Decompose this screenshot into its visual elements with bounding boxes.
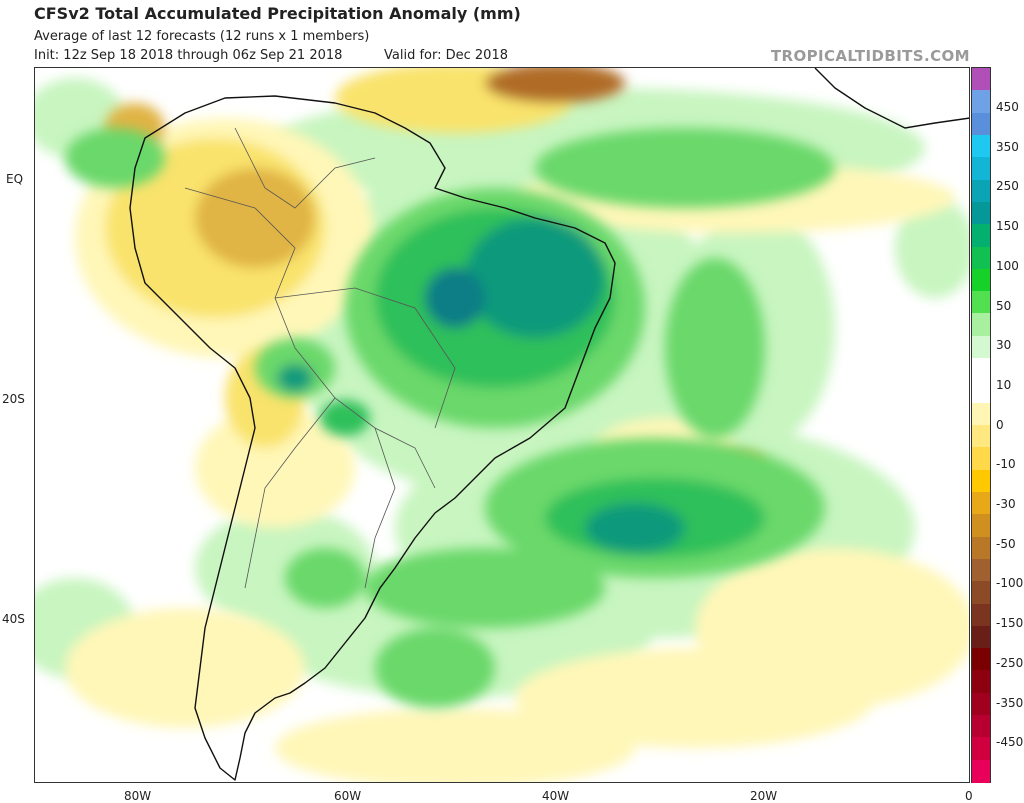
colorbar-label: 350 — [996, 139, 1019, 154]
colorbar-swatch — [972, 692, 990, 716]
colorbar-label: 150 — [996, 219, 1019, 234]
colorbar-label: 10 — [996, 377, 1012, 392]
colorbar-swatch — [972, 201, 990, 225]
colorbar-swatch — [972, 469, 990, 493]
wet-anomaly-layer — [65, 128, 835, 708]
south-america-coastline — [129, 95, 616, 781]
colorbar-swatch — [972, 313, 990, 337]
colorbar-swatch — [972, 425, 990, 448]
colorbar-swatch — [972, 514, 990, 538]
colorbar-label: 100 — [996, 258, 1019, 273]
colorbar-swatch — [972, 447, 990, 471]
colorbar-swatch — [972, 246, 990, 270]
colorbar-swatch — [972, 759, 990, 783]
colorbar-swatch — [972, 648, 990, 672]
colorbar-swatch — [972, 402, 990, 426]
colorbar-swatch — [972, 380, 990, 404]
colorbar-swatch — [972, 68, 990, 91]
colorbar-swatch — [972, 358, 990, 381]
lat-label-40s: 40S — [2, 612, 25, 626]
colorbar — [971, 67, 991, 783]
colorbar-swatch — [972, 134, 990, 158]
lat-label-eq: EQ — [6, 172, 24, 186]
lon-label-20w: 20W — [750, 789, 778, 803]
colorbar-swatch — [972, 536, 990, 560]
colorbar-label: -30 — [996, 497, 1016, 511]
colorbar-swatch — [972, 268, 990, 292]
colorbar-label: 30 — [996, 338, 1012, 353]
lat-label-20s: 20S — [2, 392, 25, 406]
colorbar-label: -150 — [996, 616, 1024, 631]
brand-watermark: TROPICALTIDBITS.COM — [770, 47, 970, 65]
colorbar-swatch — [972, 581, 990, 605]
colorbar-label: -450 — [996, 735, 1024, 750]
colorbar-label: 250 — [996, 179, 1019, 194]
precip-anomaly-map — [34, 67, 970, 783]
colorbar-label: 450 — [996, 100, 1019, 114]
colorbar-swatch — [972, 179, 990, 203]
map-subtitle: Average of last 12 forecasts (12 runs x … — [34, 29, 370, 44]
lon-label-40w: 40W — [542, 789, 570, 803]
colorbar-swatch — [972, 90, 990, 114]
colorbar-swatch — [972, 291, 990, 315]
north-africa-coastline — [814, 68, 969, 129]
map-canvas — [35, 68, 969, 782]
map-title: CFSv2 Total Accumulated Precipitation An… — [34, 4, 521, 23]
colorbar-swatch — [972, 491, 990, 515]
colorbar-label: -10 — [996, 457, 1016, 472]
colorbar-swatch — [972, 715, 990, 738]
valid-time: Valid for: Dec 2018 — [384, 48, 508, 63]
colorbar-swatch — [972, 603, 990, 627]
lon-label-0: 0 — [965, 789, 973, 803]
colorbar-label: -250 — [996, 655, 1024, 670]
colorbar-label: 0 — [996, 417, 1004, 432]
colorbar-swatch — [972, 558, 990, 582]
colorbar-label: 50 — [996, 298, 1012, 313]
lon-label-60w: 60W — [334, 789, 362, 803]
colorbar-label: -100 — [996, 576, 1024, 591]
colorbar-swatch — [972, 737, 990, 761]
colorbar-swatch — [972, 625, 990, 649]
lon-label-80w: 80W — [124, 789, 152, 803]
init-time: Init: 12z Sep 18 2018 through 06z Sep 21… — [34, 48, 343, 63]
colorbar-label: -50 — [996, 536, 1016, 551]
coastline-layer — [129, 68, 969, 781]
colorbar-swatch — [972, 670, 990, 694]
colorbar-swatch — [972, 335, 990, 359]
colorbar-swatch — [972, 224, 990, 248]
country-borders-layer — [184, 127, 456, 589]
colorbar-label: -350 — [996, 695, 1024, 710]
colorbar-swatch — [972, 157, 990, 181]
colorbar-swatch — [972, 112, 990, 136]
